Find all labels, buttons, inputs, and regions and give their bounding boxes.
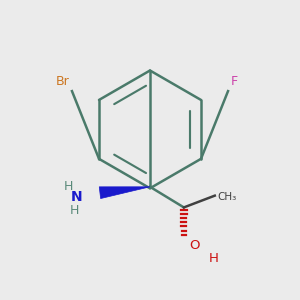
- Text: N: N: [71, 190, 82, 204]
- Text: O: O: [190, 239, 200, 252]
- Text: H: H: [209, 252, 219, 266]
- Text: CH₃: CH₃: [218, 192, 237, 202]
- Text: H: H: [70, 204, 79, 217]
- Text: F: F: [230, 75, 238, 88]
- Polygon shape: [99, 187, 150, 199]
- Text: H: H: [64, 180, 74, 193]
- Text: Br: Br: [56, 75, 70, 88]
